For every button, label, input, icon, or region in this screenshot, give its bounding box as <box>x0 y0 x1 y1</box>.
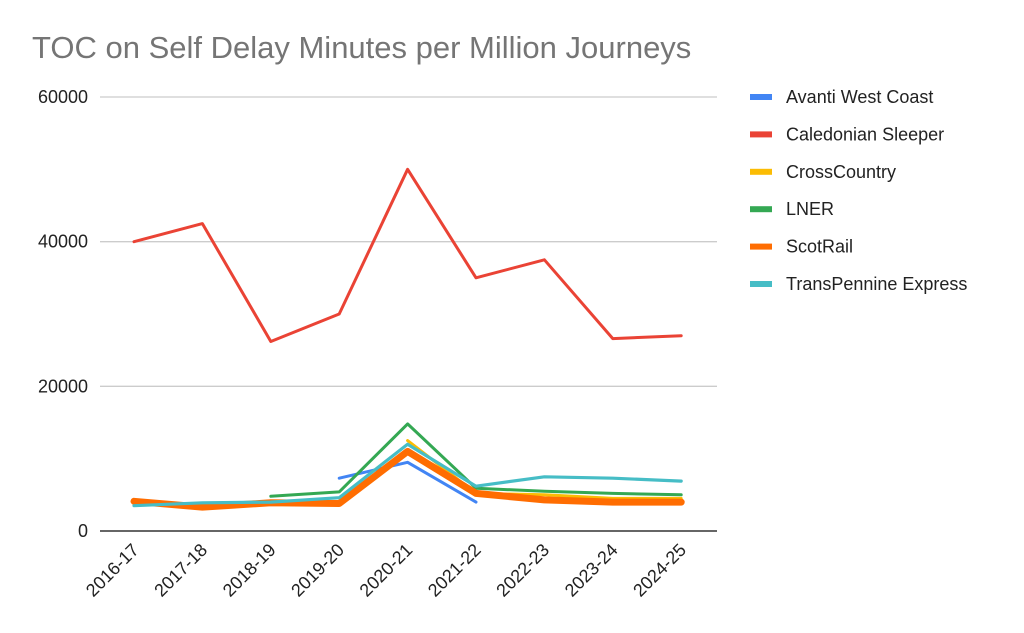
legend-swatch <box>750 131 772 138</box>
x-tick-label: 2022-23 <box>492 540 553 601</box>
legend-swatch <box>750 243 772 250</box>
y-tick-label: 40000 <box>38 232 88 252</box>
x-tick-label: 2021-22 <box>424 540 485 601</box>
y-tick-label: 60000 <box>38 87 88 107</box>
y-tick-label: 0 <box>78 521 88 541</box>
x-tick-label: 2023-24 <box>561 540 622 601</box>
series-line-caledonian-sleeper <box>132 167 683 343</box>
legend-label: Avanti West Coast <box>786 87 933 107</box>
x-tick-label: 2017-18 <box>150 540 211 601</box>
x-tick-label: 2024-25 <box>629 540 690 601</box>
legend-label: ScotRail <box>786 237 853 257</box>
legend-swatch <box>750 168 772 175</box>
legend-swatch <box>750 206 772 213</box>
x-tick-label: 2019-20 <box>287 540 348 601</box>
legend-swatch <box>750 94 772 100</box>
y-tick-label: 20000 <box>38 376 88 396</box>
x-tick-label: 2018-19 <box>219 540 280 601</box>
legend-label: Caledonian Sleeper <box>786 124 944 144</box>
legend-label: CrossCountry <box>786 162 896 182</box>
legend-label: LNER <box>786 199 834 219</box>
x-tick-label: 2016-17 <box>82 540 143 601</box>
legend-swatch <box>750 281 772 287</box>
x-tick-label: 2020-21 <box>356 540 417 601</box>
legend-label: TransPennine Express <box>786 274 967 294</box>
chart-title: TOC on Self Delay Minutes per Million Jo… <box>32 30 691 65</box>
